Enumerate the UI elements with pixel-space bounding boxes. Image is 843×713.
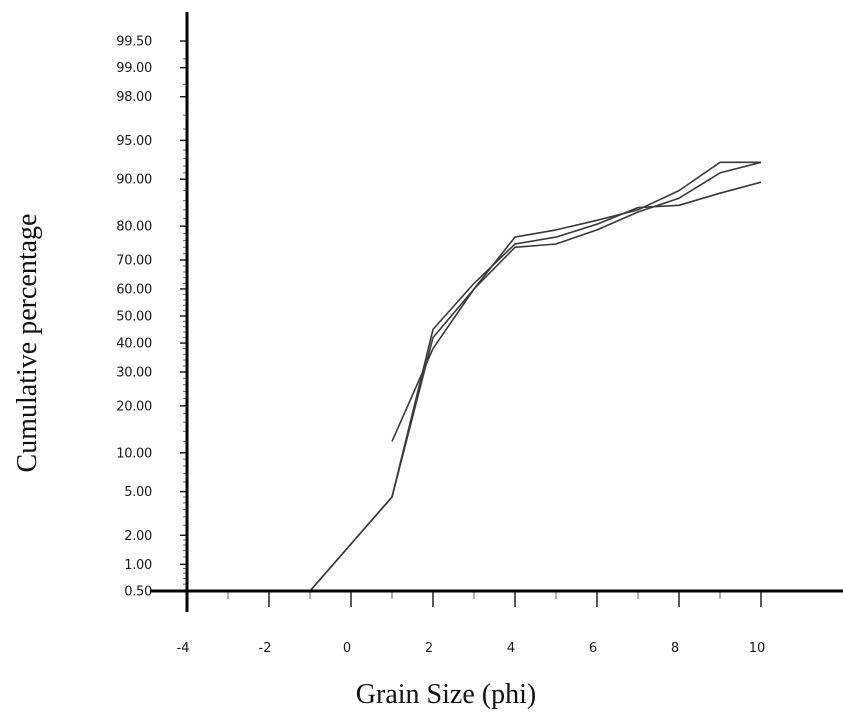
x-axis-title: Grain Size (phi) <box>356 679 536 710</box>
y-tick-label: 0.50 <box>124 585 152 600</box>
x-tick-label: 10 <box>749 641 766 656</box>
y-axis-title: Cumulative percentage <box>12 214 43 473</box>
y-tick-label: 60.00 <box>116 282 152 297</box>
series-line-2 <box>309 161 762 592</box>
y-tick-label: 70.00 <box>116 254 152 269</box>
y-tick-label: 20.00 <box>116 399 152 414</box>
x-axis-ticks: -4 -2 0 2 4 6 8 10 <box>177 591 766 656</box>
x-tick-label: -4 <box>177 641 190 656</box>
x-tick-label: 4 <box>507 641 515 656</box>
y-tick-label: 80.00 <box>116 220 152 235</box>
y-axis-ticks: 0.50 1.00 2.00 5.00 10.00 20.00 30.00 40.00 50.0… <box>116 35 187 600</box>
x-tick-label: 0 <box>343 641 351 656</box>
series-line-3 <box>391 161 761 442</box>
x-tick-label: 6 <box>589 641 597 656</box>
y-tick-label: 30.00 <box>116 365 152 380</box>
x-tick-label: -2 <box>259 641 272 656</box>
y-tick-label: 10.00 <box>116 446 152 461</box>
y-tick-label: 2.00 <box>124 529 152 544</box>
y-tick-label: 99.50 <box>116 35 152 50</box>
y-tick-label: 50.00 <box>116 310 152 325</box>
y-tick-label: 1.00 <box>124 558 152 573</box>
x-tick-label: 2 <box>425 641 433 656</box>
x-tick-label: 8 <box>671 641 679 656</box>
y-tick-label: 5.00 <box>124 485 152 500</box>
y-tick-label: 40.00 <box>116 337 152 352</box>
y-tick-label: 95.00 <box>116 134 152 149</box>
y-tick-label: 90.00 <box>116 173 152 188</box>
y-tick-label: 99.00 <box>116 61 152 76</box>
series-layer <box>309 161 762 592</box>
series-line-1 <box>309 181 762 592</box>
y-tick-label: 98.00 <box>116 90 152 105</box>
